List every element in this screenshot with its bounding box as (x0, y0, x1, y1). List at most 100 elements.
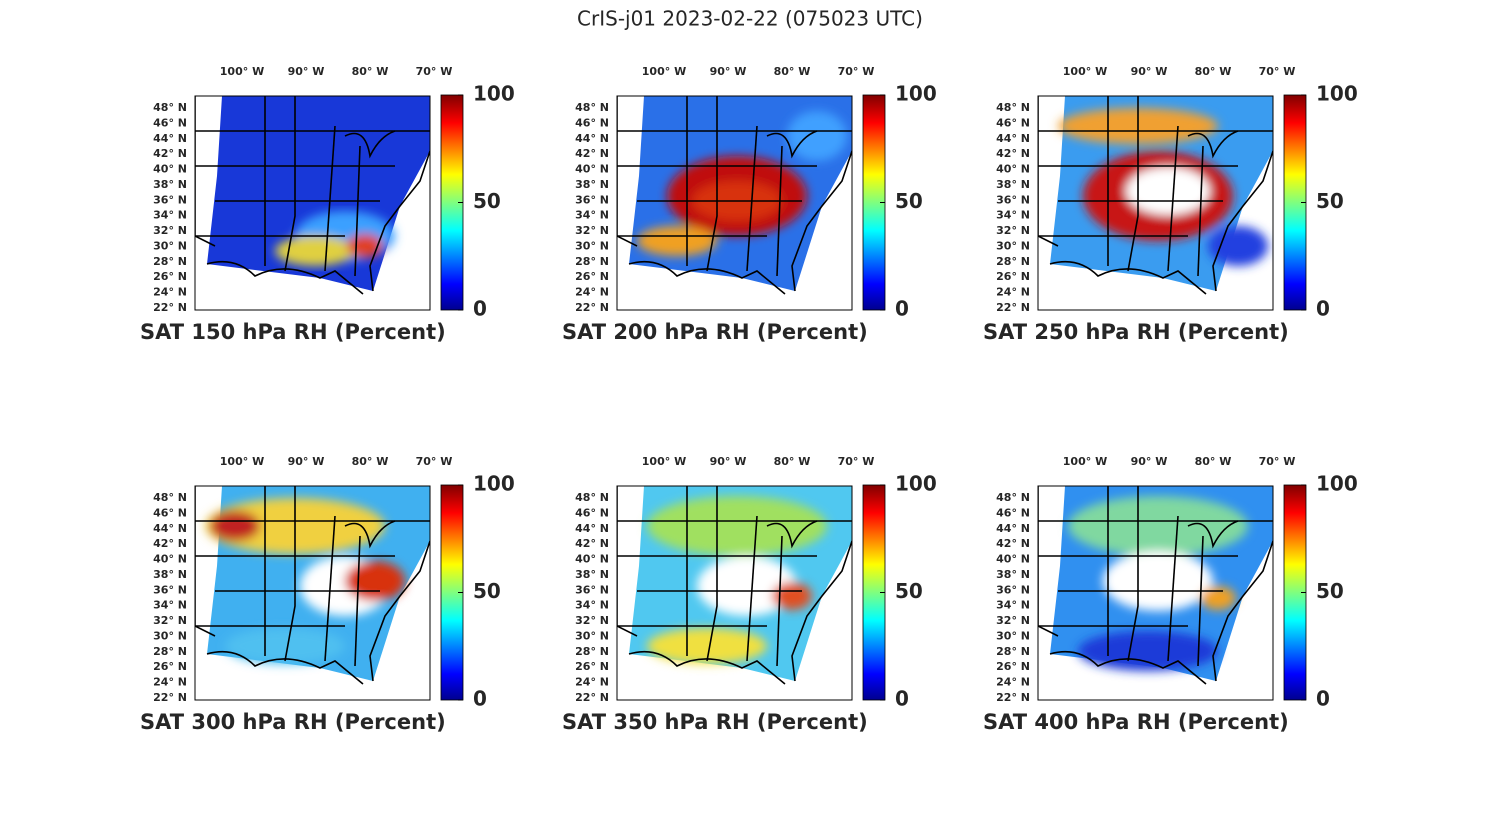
lat-label: 40° N (575, 553, 609, 566)
lat-label: 24° N (996, 676, 1030, 689)
lat-label: 30° N (996, 629, 1030, 642)
border (706, 486, 718, 662)
borders (195, 486, 430, 685)
lat-label: 34° N (153, 599, 187, 612)
map-area (1038, 96, 1273, 295)
colorbar-label: 0 (1316, 687, 1330, 711)
lat-label: 36° N (153, 583, 187, 596)
colorbar-label: 50 (473, 579, 501, 603)
lon-label: 100° W (1063, 65, 1107, 78)
border (324, 515, 336, 662)
lat-label: 26° N (575, 660, 609, 673)
border (1212, 150, 1273, 292)
map-panel: 100° W 90° W 80° W 70° W 48° N 46° N 44° N 42° … (562, 65, 937, 344)
rh-blob (697, 556, 797, 616)
border (766, 520, 818, 549)
lat-label: 46° N (153, 116, 187, 129)
lat-label: 22° N (153, 691, 187, 704)
lat-label: 36° N (996, 193, 1030, 206)
panel-title: SAT 250 hPa RH (Percent) (983, 320, 1289, 344)
lat-label: 40° N (575, 163, 609, 176)
lat-label: 32° N (575, 224, 609, 237)
colorbar-label: 100 (473, 472, 515, 496)
lat-label: 24° N (153, 286, 187, 299)
borders (1038, 96, 1273, 295)
lat-label: 22° N (575, 691, 609, 704)
lon-label: 80° W (352, 65, 389, 78)
border (1127, 96, 1139, 272)
rh-blob (647, 628, 767, 664)
border (1197, 535, 1204, 667)
border (1187, 130, 1239, 159)
border (1212, 540, 1273, 682)
border (776, 145, 783, 277)
lon-label: 90° W (710, 65, 747, 78)
panel-title: SAT 200 hPa RH (Percent) (562, 320, 868, 344)
border (628, 650, 786, 685)
lat-label: 44° N (996, 522, 1030, 535)
border (746, 125, 758, 272)
colorbar-label: 0 (895, 687, 909, 711)
axes-box (194, 485, 431, 701)
rh-blob (1126, 167, 1210, 215)
lat-label: 26° N (996, 270, 1030, 283)
lat-label: 40° N (996, 163, 1030, 176)
lat-label: 30° N (153, 629, 187, 642)
lat-label: 32° N (575, 614, 609, 627)
borders (617, 96, 852, 295)
border (1167, 515, 1179, 662)
lat-label: 38° N (575, 178, 609, 191)
lat-label: 38° N (996, 568, 1030, 581)
lat-label: 30° N (575, 239, 609, 252)
lat-label: 42° N (575, 537, 609, 550)
map-panel: 100° W 90° W 80° W 70° W 48° N 46° N 44° N 42° … (562, 455, 937, 734)
lon-label: 80° W (352, 455, 389, 468)
lat-label: 44° N (153, 522, 187, 535)
lat-label: 48° N (153, 491, 187, 504)
lat-label: 26° N (575, 270, 609, 283)
border (206, 650, 364, 685)
lat-label: 22° N (575, 301, 609, 314)
axes-box (1037, 485, 1274, 701)
lat-label: 42° N (153, 147, 187, 160)
rh-blob (345, 561, 405, 601)
lon-label: 90° W (288, 455, 325, 468)
swath-pattern (1068, 496, 1248, 671)
border (617, 96, 638, 247)
lat-label: 36° N (996, 583, 1030, 596)
lat-label: 44° N (996, 132, 1030, 145)
lat-label: 38° N (996, 178, 1030, 191)
lon-label: 90° W (1131, 65, 1168, 78)
lat-label: 26° N (153, 660, 187, 673)
colorbar-label: 50 (895, 189, 923, 213)
rh-blob (1208, 226, 1268, 266)
lat-label: 24° N (996, 286, 1030, 299)
lat-label: 40° N (996, 553, 1030, 566)
lat-label: 48° N (575, 101, 609, 114)
border (1049, 260, 1207, 295)
axes-box (616, 485, 853, 701)
lat-label: 32° N (996, 614, 1030, 627)
lon-label: 90° W (710, 455, 747, 468)
border (1049, 650, 1207, 685)
lat-label: 22° N (996, 691, 1030, 704)
border (766, 130, 818, 159)
lat-label: 46° N (996, 506, 1030, 519)
lon-label: 70° W (1259, 455, 1296, 468)
borders (1038, 486, 1273, 685)
lon-label: 80° W (774, 65, 811, 78)
lat-label: 22° N (153, 301, 187, 314)
colorbar-label: 0 (1316, 297, 1330, 321)
lat-label: 28° N (153, 645, 187, 658)
colorbar-label: 50 (473, 189, 501, 213)
swath-pattern (647, 496, 827, 664)
border (1167, 125, 1179, 272)
border (1197, 145, 1204, 277)
lon-label: 100° W (220, 65, 264, 78)
lat-label: 44° N (575, 522, 609, 535)
lat-label: 48° N (996, 491, 1030, 504)
lat-label: 36° N (153, 193, 187, 206)
borders (195, 96, 430, 295)
lat-label: 44° N (575, 132, 609, 145)
border (195, 486, 216, 637)
